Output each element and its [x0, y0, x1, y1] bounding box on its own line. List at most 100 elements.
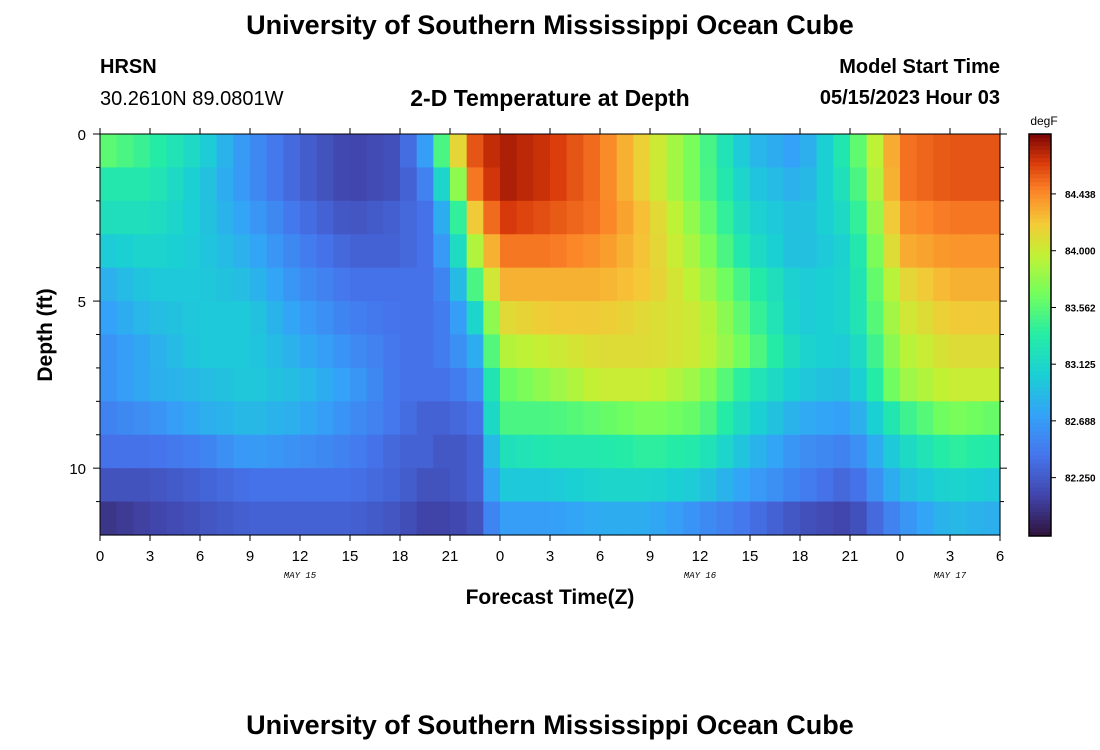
heatmap-cell [633, 401, 651, 436]
heatmap-cell [733, 334, 751, 369]
colorbar-segment [1029, 302, 1051, 308]
heatmap-cell [850, 134, 868, 169]
heatmap-cell [483, 367, 501, 402]
colorbar-segment [1029, 415, 1051, 420]
heatmap-cell [366, 301, 384, 336]
heatmap-cell [500, 468, 518, 503]
heatmap-cell [833, 334, 851, 369]
heatmap-cell [783, 234, 801, 269]
heatmap-cell [283, 334, 301, 369]
colorbar-segment [1029, 379, 1051, 384]
colorbar-segment [1029, 150, 1051, 155]
heatmap-cell [533, 434, 551, 469]
heatmap-cell [933, 234, 951, 269]
heatmap-cell [983, 134, 1001, 169]
heatmap-cell [550, 234, 568, 269]
heatmap-cell [666, 334, 684, 369]
heatmap-cell [250, 200, 268, 235]
colorbar-segment [1029, 306, 1051, 312]
heatmap-cell [250, 334, 268, 369]
heatmap-cell [216, 301, 234, 336]
colorbar-segment [1029, 499, 1051, 505]
colorbar-segment [1029, 258, 1051, 264]
heatmap-cell [583, 434, 601, 469]
heatmap-cell [466, 434, 484, 469]
heatmap-cell [300, 401, 318, 436]
x-tick-label: 3 [546, 548, 554, 565]
heatmap-cell [566, 401, 584, 436]
heatmap-cell [833, 167, 851, 202]
heatmap-cell [350, 167, 368, 202]
heatmap-cell [316, 334, 334, 369]
heatmap-cell [383, 200, 401, 235]
heatmap-cell [350, 134, 368, 169]
heatmap-cell [816, 367, 834, 402]
heatmap-cell [200, 301, 218, 336]
heatmap-cell [366, 367, 384, 402]
heatmap-cell [416, 234, 434, 269]
colorbar-segment [1029, 479, 1051, 485]
heatmap-cell [433, 167, 451, 202]
heatmap-cell [733, 200, 751, 235]
heatmap-cell [750, 200, 768, 235]
heatmap-cell [166, 334, 184, 369]
heatmap-cell [516, 367, 534, 402]
colorbar-segment [1029, 431, 1051, 436]
heatmap-cell [533, 234, 551, 269]
heatmap-cell [916, 134, 934, 169]
colorbar-segment [1029, 290, 1051, 296]
heatmap-cell [183, 334, 201, 369]
heatmap-cell [233, 334, 251, 369]
heatmap-cell [950, 200, 968, 235]
heatmap-cell [266, 134, 284, 169]
heatmap-cell [616, 334, 634, 369]
heatmap-cell [283, 234, 301, 269]
heatmap-cell [566, 200, 584, 235]
heatmap-cell [116, 301, 134, 336]
heatmap-cell [433, 401, 451, 436]
heatmap-cell [416, 401, 434, 436]
heatmap-cell [933, 501, 951, 536]
heatmap-cell [883, 501, 901, 536]
x-tick-label: 15 [342, 548, 359, 565]
heatmap-cell [100, 200, 118, 235]
heatmap-cell [166, 401, 184, 436]
heatmap-cell [766, 334, 784, 369]
heatmap-cell [250, 367, 268, 402]
heatmap-cell [216, 267, 234, 302]
colorbar-segment [1029, 495, 1051, 501]
colorbar-segment [1029, 383, 1051, 388]
heatmap-cell [650, 401, 668, 436]
station-name: HRSN [100, 56, 157, 78]
heatmap-cell [550, 267, 568, 302]
heatmap-cell [166, 200, 184, 235]
heatmap-cell [566, 334, 584, 369]
heatmap-cell [766, 134, 784, 169]
heatmap-cell [100, 367, 118, 402]
heatmap-cell [516, 334, 534, 369]
heatmap-cell [566, 167, 584, 202]
heatmap-cell [366, 200, 384, 235]
x-tick-label: 6 [196, 548, 204, 565]
heatmap-cell [266, 267, 284, 302]
heatmap-cell [350, 367, 368, 402]
heatmap-cell [600, 501, 618, 536]
heatmap-cell [516, 401, 534, 436]
colorbar-segment [1029, 483, 1051, 489]
heatmap-cell [916, 434, 934, 469]
heatmap-cell [900, 501, 918, 536]
heatmap-cell [383, 434, 401, 469]
heatmap-cell [166, 134, 184, 169]
heatmap-cell [116, 267, 134, 302]
heatmap-cell [850, 334, 868, 369]
heatmap-cell [800, 401, 818, 436]
heatmap-cell [466, 468, 484, 503]
heatmap-cell [233, 134, 251, 169]
heatmap-cell [833, 434, 851, 469]
heatmap-cell [583, 367, 601, 402]
heatmap-cell [400, 434, 418, 469]
heatmap-cell [716, 267, 734, 302]
heatmap-cell [633, 301, 651, 336]
heatmap-cell [300, 200, 318, 235]
heatmap-cell [116, 367, 134, 402]
